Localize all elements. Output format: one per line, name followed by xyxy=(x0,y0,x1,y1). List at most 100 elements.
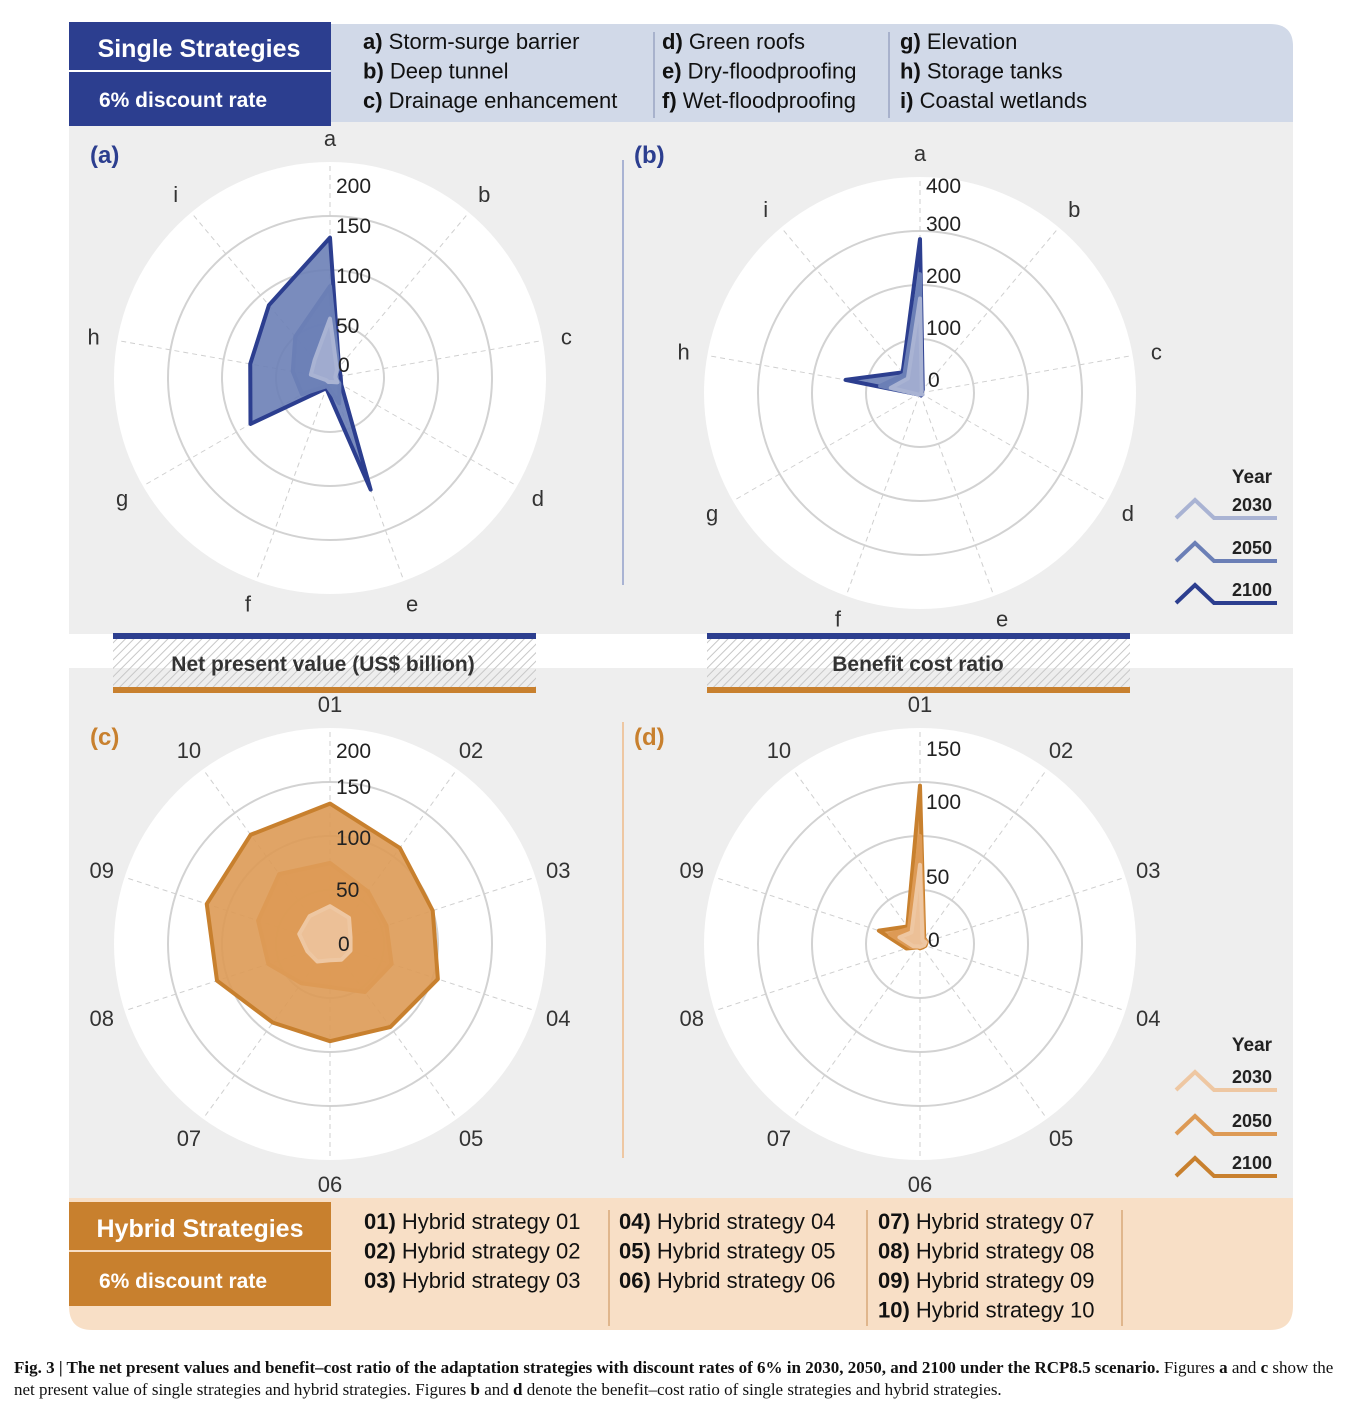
hybrid-legend-key: 04) xyxy=(619,1209,651,1234)
figure: Single Strategies 6% discount rate a) St… xyxy=(69,22,1293,1330)
hybrid-legend-text: Hybrid strategy 04 xyxy=(651,1209,836,1234)
data-point-2100 xyxy=(877,929,881,933)
radar-axis-label: 08 xyxy=(680,1006,704,1031)
single-legend-text: Wet-floodproofing xyxy=(677,88,856,113)
data-point-2100 xyxy=(918,784,922,788)
data-point-2030 xyxy=(349,949,353,953)
data-point-2100 xyxy=(249,833,253,837)
data-point-2050 xyxy=(266,962,270,966)
data-point-2050 xyxy=(299,981,303,985)
caption-ref: d xyxy=(513,1380,523,1399)
radar-axis-label: b xyxy=(478,182,490,207)
metric-label-bcr: Benefit cost ratio xyxy=(707,633,1130,693)
hybrid-legend-item: 07) Hybrid strategy 07 xyxy=(878,1209,1094,1234)
hybrid-legend-text: Hybrid strategy 05 xyxy=(651,1239,836,1264)
caption-bold: Fig. 3 | The net present values and bene… xyxy=(14,1358,1160,1377)
hybrid-legend-item: 02) Hybrid strategy 02 xyxy=(364,1239,580,1264)
data-point-2050 xyxy=(888,932,892,936)
caption-text: show the net present value of single str… xyxy=(14,1358,1334,1399)
legend-swatch-2100 xyxy=(1174,1155,1277,1178)
radar-axis-label: i xyxy=(763,197,768,222)
radar-tick-label: 100 xyxy=(926,317,961,340)
hybrid-legend-key: 03) xyxy=(364,1268,396,1293)
data-point-2030 xyxy=(335,380,339,384)
data-point-2050 xyxy=(363,990,367,994)
radar-tick-label: 50 xyxy=(926,866,949,889)
single-legend-text: Storm-surge barrier xyxy=(383,29,580,54)
data-point-2050 xyxy=(390,962,394,966)
data-point-2100 xyxy=(328,236,332,240)
radar-spoke xyxy=(919,392,995,597)
radar-axis-label: 03 xyxy=(546,858,570,883)
data-point-2100 xyxy=(431,909,435,913)
data-point-2030 xyxy=(897,935,901,939)
single-legend-item: e) Dry-floodproofing xyxy=(662,59,856,84)
npv-label: Net present value (US$ billion) xyxy=(171,653,474,676)
radar-spoke xyxy=(919,876,1126,945)
radar-tick-label: 0 xyxy=(338,933,350,956)
hybrid-legend-key: 10) xyxy=(878,1298,910,1323)
single-legend-item: d) Green roofs xyxy=(662,29,805,54)
single-legend-item: f) Wet-floodproofing xyxy=(662,88,856,113)
radar-spoke xyxy=(792,943,921,1120)
radar-axis-label: c xyxy=(1151,339,1162,364)
data-point-2050 xyxy=(293,335,297,339)
radar-tick-label: 300 xyxy=(926,213,961,236)
caption-text: and xyxy=(1227,1358,1261,1377)
data-point-2100 xyxy=(215,979,219,983)
radar-axis-label: 09 xyxy=(680,858,704,883)
data-point-2030 xyxy=(305,949,309,953)
radar-axis-label: d xyxy=(532,486,544,511)
single-legend-key: f) xyxy=(662,88,677,113)
data-point-2100 xyxy=(328,1039,332,1043)
panel-label-b: (b) xyxy=(634,142,665,169)
legend-swatch-2050 xyxy=(1174,540,1277,563)
legend-swatch-2030 xyxy=(1174,1069,1277,1092)
radar-axis-label: 07 xyxy=(767,1126,791,1151)
radar-axis-label: e xyxy=(996,607,1008,632)
hybrid-legend-text: Hybrid strategy 03 xyxy=(396,1268,581,1293)
data-point-2100 xyxy=(436,977,440,981)
data-point-2030 xyxy=(329,380,333,384)
hybrid-legend-text: Hybrid strategy 01 xyxy=(396,1209,581,1234)
radar-axis-label: 02 xyxy=(459,738,483,763)
hybrid-legend-item: 06) Hybrid strategy 06 xyxy=(619,1268,835,1293)
data-point-2100 xyxy=(248,422,252,426)
radar-spoke xyxy=(919,392,1108,502)
data-point-2100 xyxy=(388,1025,392,1029)
caption-ref: c xyxy=(1260,1358,1269,1377)
data-point-2030 xyxy=(328,904,332,908)
radar-spoke xyxy=(732,392,921,502)
hybrid-legend-item: 04) Hybrid strategy 04 xyxy=(619,1209,835,1234)
data-point-2030 xyxy=(921,939,925,943)
figure-caption: Fig. 3 | The net present values and bene… xyxy=(14,1357,1354,1401)
hybrid-legend-text: Hybrid strategy 08 xyxy=(910,1239,1095,1264)
radar-axis-label: 03 xyxy=(1136,858,1160,883)
radar-axis-label: d xyxy=(1122,501,1134,526)
legend-swatch-2050 xyxy=(1174,1113,1277,1136)
data-point-2050 xyxy=(291,369,295,373)
data-point-2030 xyxy=(889,386,893,390)
single-legend-item: h) Storage tanks xyxy=(900,59,1063,84)
hybrid-legend-text: Hybrid strategy 02 xyxy=(396,1239,581,1264)
single-legend-item: i) Coastal wetlands xyxy=(900,88,1087,113)
single-legend-text: Coastal wetlands xyxy=(913,88,1087,113)
data-point-2050 xyxy=(256,919,260,923)
hybrid-legend-text: Hybrid strategy 09 xyxy=(910,1268,1095,1293)
radar-spoke xyxy=(919,227,1060,394)
radar-axis-label: 08 xyxy=(90,1006,114,1031)
single-legend-key: e) xyxy=(662,59,682,84)
legend-year-2100: 2100 xyxy=(1232,1153,1272,1173)
caption-text: and xyxy=(480,1380,514,1399)
caption-ref: b xyxy=(470,1380,480,1399)
radar-tick-label: 150 xyxy=(926,738,961,761)
data-point-2100 xyxy=(369,488,373,492)
hybrid-legend-item: 10) Hybrid strategy 10 xyxy=(878,1298,1094,1323)
data-point-2030 xyxy=(328,317,332,321)
data-point-2100 xyxy=(398,846,402,850)
radar-tick-label: 50 xyxy=(336,879,359,902)
data-point-2050 xyxy=(328,284,332,288)
hybrid-legend-text: Hybrid strategy 10 xyxy=(910,1298,1095,1323)
metric-label-npv: Net present value (US$ billion) xyxy=(113,633,536,693)
